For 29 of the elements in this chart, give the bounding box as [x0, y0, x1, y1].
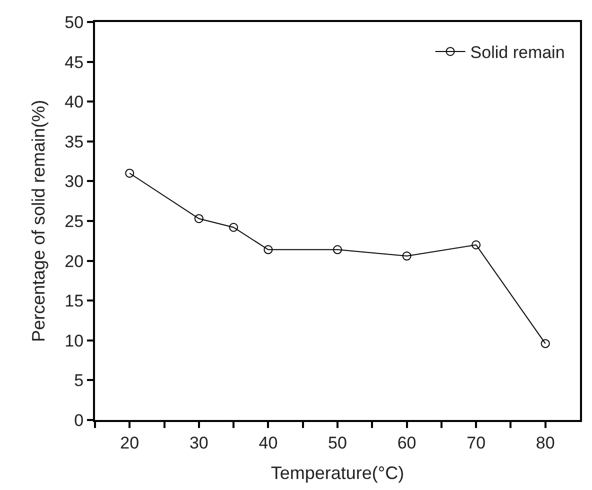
y-tick-label: 35 [64, 132, 84, 152]
y-tick-label: 25 [64, 212, 84, 231]
point [264, 245, 273, 254]
legend-label: Solid remain [470, 43, 565, 62]
point [472, 240, 481, 250]
point [194, 214, 204, 224]
y-tick-label: 5 [74, 371, 84, 390]
point [333, 245, 342, 254]
y-tick-label: 15 [64, 292, 84, 311]
y-tick-label: 30 [64, 172, 84, 192]
x-tick-label: 30 [189, 433, 208, 452]
y-tick-label: 20 [64, 252, 84, 271]
y-axis-title: Percentage of solid remain(%) [28, 100, 48, 342]
x-tick-label: 70 [466, 433, 486, 452]
y-tick-label: 50 [64, 12, 84, 32]
point [540, 339, 550, 348]
y-tick-label: 10 [64, 331, 84, 350]
x-tick-label: 60 [397, 433, 416, 452]
y-tick-label: 0 [74, 410, 84, 430]
point [229, 222, 238, 232]
point [402, 252, 412, 261]
point [125, 168, 134, 178]
y-tick-label: 45 [64, 52, 84, 72]
y-tick-label: 40 [64, 92, 84, 112]
x-tick-label: 20 [120, 433, 140, 452]
x-tick-label: 80 [536, 433, 555, 452]
x-tick-label: 40 [258, 433, 278, 452]
x-axis-title: Temperature(°C) [270, 463, 404, 483]
x-tick-label: 50 [328, 433, 347, 452]
